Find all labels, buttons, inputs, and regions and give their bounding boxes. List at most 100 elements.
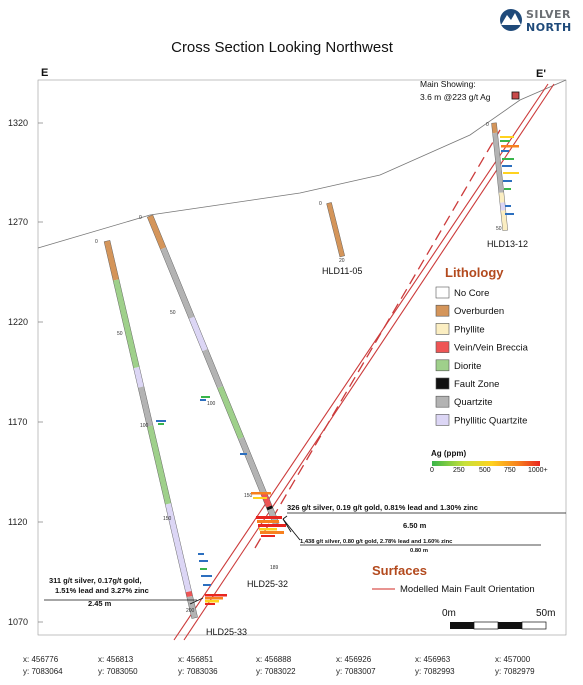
lithology-legend-title: Lithology bbox=[445, 265, 504, 280]
depth-label: 0 bbox=[319, 201, 322, 207]
litho-diorite bbox=[113, 279, 140, 369]
easting-label: x: 456963 bbox=[415, 655, 451, 664]
northing-label: y: 7082979 bbox=[495, 667, 535, 676]
litho-overburden bbox=[326, 202, 345, 257]
ag-scale-tick: 250 bbox=[453, 467, 465, 474]
easting-label: x: 457000 bbox=[495, 655, 531, 664]
depth-label: 0 bbox=[139, 215, 142, 221]
litho-overburden bbox=[104, 240, 119, 281]
drillhole-hld11-05: 0 20 HLD11-05 bbox=[319, 201, 362, 276]
drillhole-label: HLD13-12 bbox=[487, 239, 528, 249]
drillhole-label: HLD25-32 bbox=[247, 579, 288, 589]
depth-label: 150 bbox=[244, 493, 253, 499]
ag-scale-tick: 0 bbox=[430, 467, 434, 474]
coordinate-labels: x: 456776 y: 7083064 x: 456813 y: 708305… bbox=[23, 655, 535, 676]
northing-label: y: 7083050 bbox=[98, 667, 138, 676]
easting-label: x: 456926 bbox=[336, 655, 372, 664]
easting-label: x: 456776 bbox=[23, 655, 59, 664]
lithology-legend-item: Overburden bbox=[454, 306, 504, 317]
scale-bar: 0m 50m bbox=[442, 608, 555, 630]
litho-phyllitic-quartzite bbox=[499, 202, 506, 211]
drillhole-hld25-32: 0 50 100 150 189 HLD25-32 bbox=[139, 214, 288, 589]
northing-label: y: 7083007 bbox=[336, 667, 376, 676]
depth-label: 50 bbox=[496, 226, 502, 232]
litho-phyllitic-quartzite bbox=[133, 366, 144, 388]
intercept-length: 0.80 m bbox=[410, 548, 428, 554]
easting-label: x: 456851 bbox=[178, 655, 214, 664]
lithology-swatch bbox=[435, 323, 450, 335]
ag-assay-bars bbox=[156, 420, 227, 605]
surfaces-legend: Surfaces Modelled Main Fault Orientation bbox=[372, 563, 535, 595]
elevation-tick: 1320 bbox=[8, 118, 28, 128]
litho-quartzite bbox=[492, 132, 504, 193]
ag-scale-bar bbox=[432, 461, 540, 466]
easting-label: x: 456888 bbox=[256, 655, 292, 664]
litho-fault-zone bbox=[266, 505, 274, 511]
lithology-legend-item: Phyllitic Quartzite bbox=[454, 415, 527, 426]
modelled-fault-lines bbox=[173, 83, 555, 641]
intercept-text: 326 g/t silver, 0.19 g/t gold, 0.81% lea… bbox=[287, 503, 478, 512]
drillhole-label: HLD11-05 bbox=[322, 266, 362, 276]
intercept-text: 311 g/t silver, 0.17g/t gold, bbox=[49, 576, 142, 585]
lithology-swatch bbox=[435, 395, 450, 408]
elevation-axis: 1320 1270 1220 1170 1120 1070 bbox=[8, 118, 43, 627]
intercept-length: 6.50 m bbox=[403, 521, 427, 530]
intercept-annotation-hld25-32: 326 g/t silver, 0.19 g/t gold, 0.81% lea… bbox=[282, 503, 566, 554]
depth-label: 0 bbox=[95, 239, 98, 245]
litho-quartzite bbox=[160, 247, 195, 319]
ag-scale-tick: 1000+ bbox=[528, 467, 548, 474]
depth-label: 20 bbox=[339, 258, 345, 264]
main-showing-value: 3.6 m @223 g/t Ag bbox=[420, 92, 491, 102]
drillhole-label: HLD25-33 bbox=[206, 627, 247, 637]
main-showing: Main Showing: 3.6 m @223 g/t Ag bbox=[420, 79, 520, 102]
litho-phyllitic-quartzite bbox=[165, 503, 192, 593]
litho-diorite bbox=[217, 386, 244, 440]
scale-bar-end: 50m bbox=[536, 608, 555, 619]
litho-phyllitic-quartzite bbox=[188, 316, 208, 352]
litho-quartzite bbox=[202, 349, 223, 389]
topographic-surface bbox=[37, 79, 567, 249]
lithology-legend: Lithology No Core Overburden Phyllite Vein/… bbox=[435, 265, 529, 426]
depth-label: 0 bbox=[486, 122, 489, 128]
lithology-legend-item: Fault Zone bbox=[454, 379, 499, 390]
lithology-swatch bbox=[435, 286, 450, 299]
ag-scale-tick: 750 bbox=[504, 467, 516, 474]
main-showing-label: Main Showing: bbox=[420, 79, 476, 89]
intercept-annotation-hld25-33: 311 g/t silver, 0.17g/t gold, 1.51% lead… bbox=[44, 576, 204, 608]
logo-word-north: NORTH bbox=[526, 21, 572, 34]
litho-overburden bbox=[491, 122, 498, 134]
litho-vein bbox=[185, 590, 193, 598]
logo-word-silver: SILVER bbox=[526, 8, 571, 21]
lithology-legend-item: Phyllite bbox=[454, 324, 485, 335]
surfaces-legend-title: Surfaces bbox=[372, 563, 427, 578]
litho-phyllite bbox=[500, 210, 508, 231]
elevation-tick: 1070 bbox=[8, 617, 28, 627]
intercept-length: 2.45 m bbox=[88, 599, 112, 608]
scale-bar-start: 0m bbox=[442, 608, 456, 619]
ag-scale-title: Ag (ppm) bbox=[431, 449, 466, 458]
ag-color-scale: Ag (ppm) 0 250 500 750 1000+ bbox=[430, 449, 548, 474]
litho-overburden bbox=[147, 214, 167, 250]
section-end-right: E' bbox=[536, 68, 546, 80]
northing-label: y: 7083036 bbox=[178, 667, 218, 676]
depth-label: 50 bbox=[170, 310, 176, 316]
ag-scale-tick: 500 bbox=[479, 467, 491, 474]
easting-label: x: 456813 bbox=[98, 655, 134, 664]
elevation-tick: 1120 bbox=[8, 517, 27, 527]
lithology-swatch bbox=[435, 359, 450, 372]
plot-frame bbox=[37, 79, 567, 636]
main-showing-marker bbox=[511, 91, 520, 100]
depth-label: 150 bbox=[163, 516, 172, 522]
surfaces-legend-item: Modelled Main Fault Orientation bbox=[400, 584, 535, 595]
silver-north-logo: SILVER NORTH bbox=[500, 8, 572, 34]
depth-label: 200 bbox=[186, 608, 195, 614]
elevation-tick: 1170 bbox=[8, 417, 27, 427]
intercept-text: 1,438 g/t silver, 0.80 g/t gold, 2.78% l… bbox=[300, 539, 453, 545]
lithology-legend-item: No Core bbox=[454, 288, 489, 299]
litho-vein bbox=[261, 492, 272, 508]
depth-label: 100 bbox=[140, 423, 149, 429]
intercept-text: 1.51% lead and 3.27% zinc bbox=[55, 586, 149, 595]
depth-label: 100 bbox=[207, 401, 216, 407]
lithology-swatch bbox=[435, 341, 450, 353]
